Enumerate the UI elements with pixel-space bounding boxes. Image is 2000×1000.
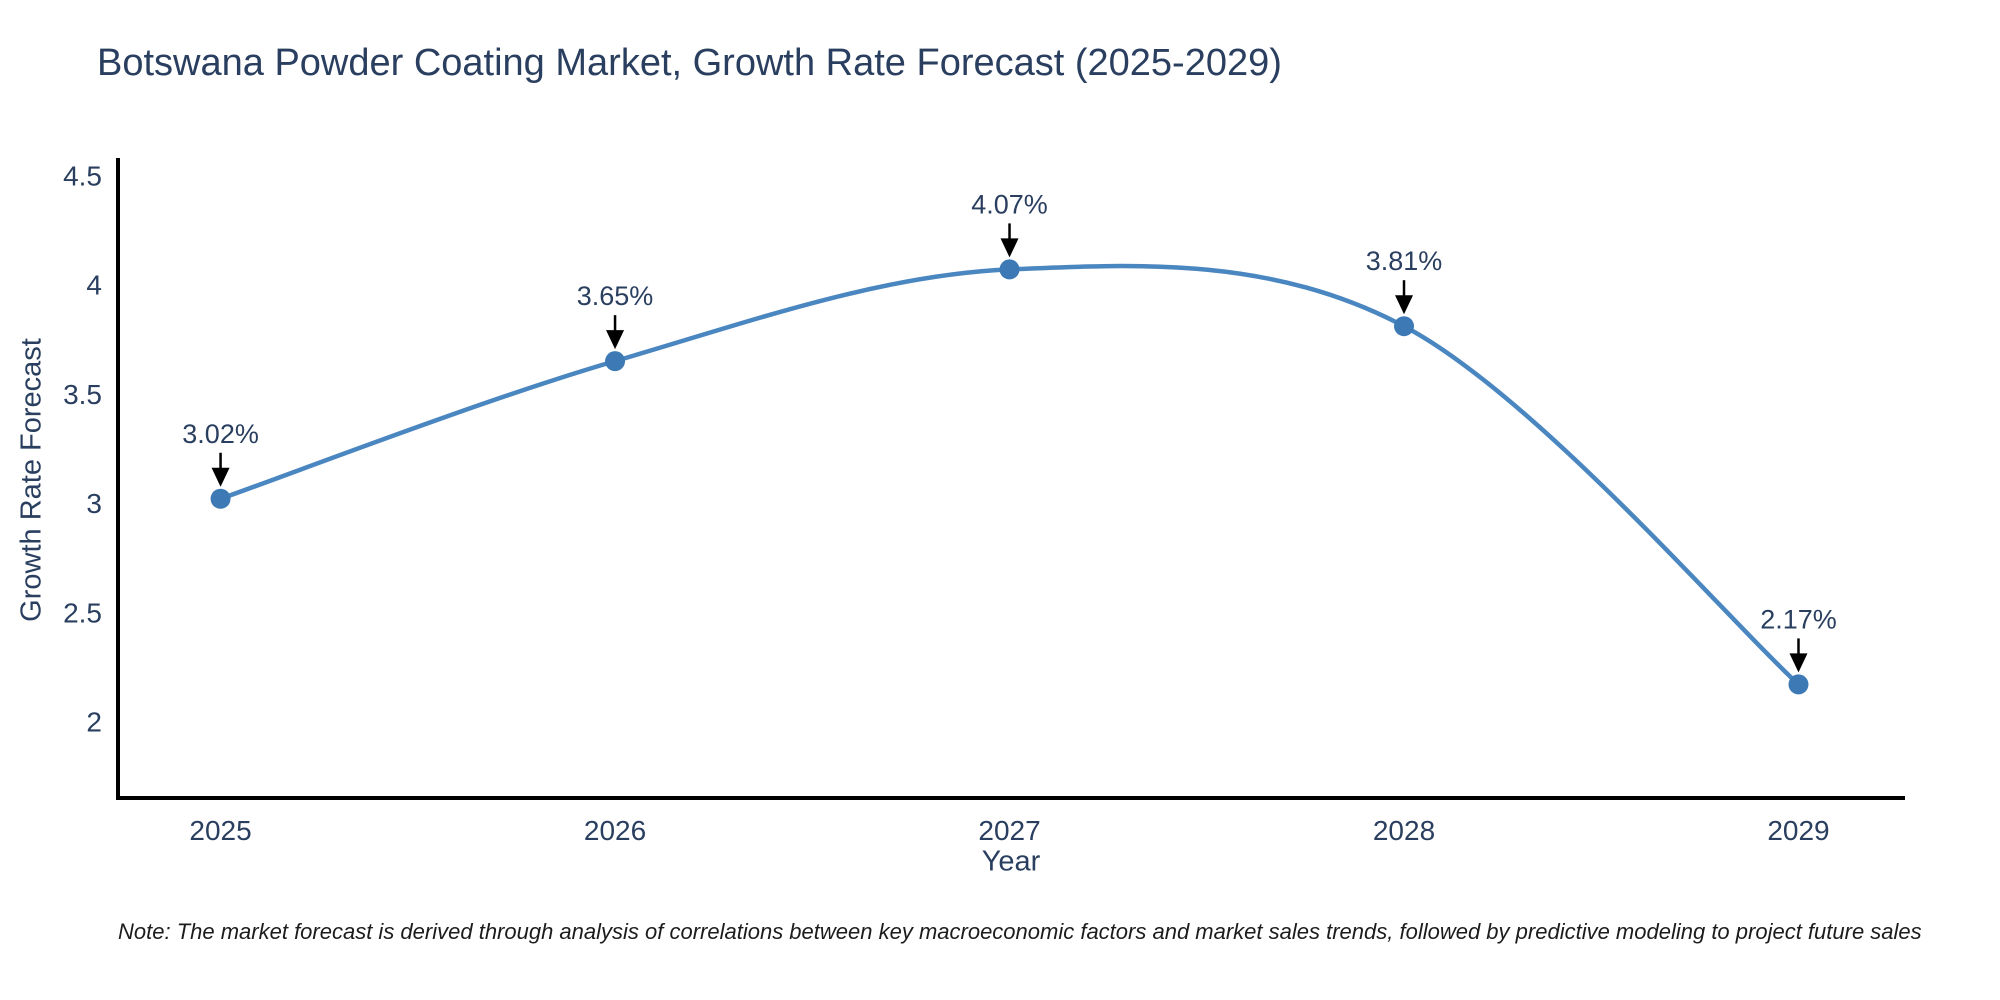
y-tick-label: 3.5 bbox=[63, 379, 102, 410]
point-value-label: 3.81% bbox=[1366, 246, 1443, 276]
annotation-arrow-head bbox=[1789, 653, 1808, 673]
data-point-marker bbox=[210, 488, 231, 509]
annotation-arrow-head bbox=[1000, 238, 1019, 258]
data-point-marker bbox=[999, 259, 1020, 280]
x-axis-title: Year bbox=[981, 845, 1041, 878]
y-tick-label: 4 bbox=[86, 270, 102, 301]
data-point-marker bbox=[1788, 674, 1809, 695]
annotation-arrow-head bbox=[211, 467, 230, 487]
chart-title: Botswana Powder Coating Market, Growth R… bbox=[97, 42, 1282, 84]
y-tick-label: 4.5 bbox=[63, 160, 102, 191]
annotation-arrow-head bbox=[606, 330, 625, 350]
x-tick-label: 2028 bbox=[1373, 815, 1435, 846]
x-tick-label: 2027 bbox=[978, 815, 1040, 846]
point-value-label: 3.65% bbox=[577, 281, 654, 311]
data-point-marker bbox=[605, 351, 626, 372]
x-tick-label: 2029 bbox=[1767, 815, 1829, 846]
footnote: Note: The market forecast is derived thr… bbox=[118, 919, 1922, 944]
point-value-label: 2.17% bbox=[1760, 604, 1837, 634]
point-value-label: 3.02% bbox=[182, 419, 259, 449]
y-tick-label: 2.5 bbox=[63, 597, 102, 628]
x-tick-label: 2025 bbox=[189, 815, 251, 846]
y-tick-label: 3 bbox=[86, 488, 102, 519]
x-tick-label: 2026 bbox=[584, 815, 646, 846]
y-tick-label: 2 bbox=[86, 707, 102, 738]
forecast-line bbox=[218, 263, 1801, 687]
data-point-marker bbox=[1394, 316, 1415, 337]
annotation-arrow-head bbox=[1395, 295, 1414, 315]
point-value-label: 4.07% bbox=[971, 189, 1048, 219]
